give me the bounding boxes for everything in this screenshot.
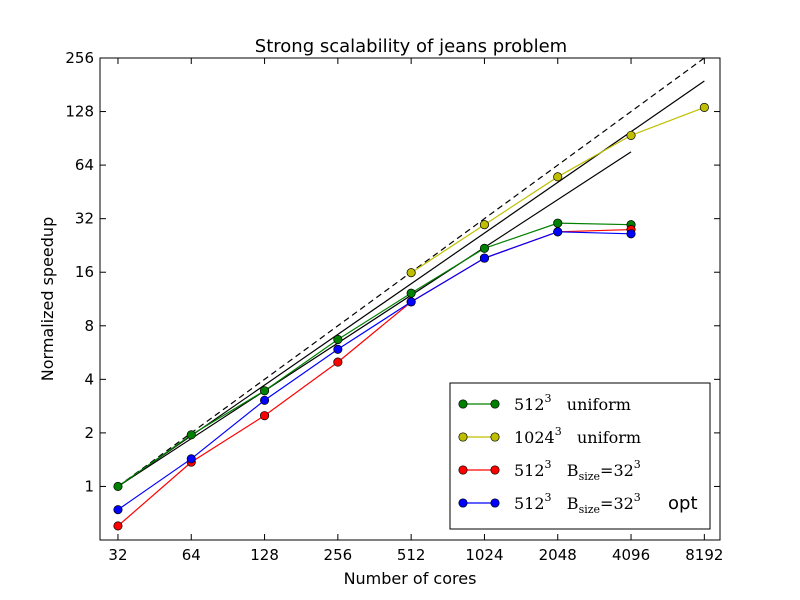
series-2-point bbox=[626, 130, 636, 140]
legend-label: 10243 uniform bbox=[514, 425, 641, 447]
legend-entry-2: 10243 uniform bbox=[458, 425, 641, 447]
y-tick-label: 8 bbox=[84, 317, 94, 335]
chart-title: Strong scalability of jeans problem bbox=[255, 36, 567, 57]
series-1-point bbox=[260, 386, 270, 396]
series-4-point bbox=[333, 344, 343, 354]
series-1-point bbox=[333, 334, 343, 345]
legend-entry-1: 5123 uniform bbox=[458, 392, 631, 414]
series-1-point bbox=[479, 243, 489, 253]
x-tick-label: 128 bbox=[250, 546, 279, 564]
y-tick-label: 64 bbox=[75, 156, 94, 174]
series-4-point bbox=[113, 505, 123, 515]
legend-label: 5123 Bsize=323 bbox=[514, 491, 641, 516]
series-2-point bbox=[479, 220, 489, 230]
y-tick-label: 16 bbox=[75, 263, 94, 281]
legend-entry-3: 5123 Bsize=323 bbox=[458, 458, 641, 483]
y-axis-label: Normalized speedup bbox=[38, 217, 57, 381]
y-tick-label: 2 bbox=[84, 424, 94, 442]
legend-marker bbox=[458, 465, 468, 475]
series-3-point bbox=[333, 357, 343, 367]
series-1-point bbox=[113, 481, 123, 491]
series-2-point bbox=[699, 102, 709, 112]
legend-marker bbox=[458, 432, 468, 442]
series-4-point bbox=[406, 297, 416, 307]
series-4-point bbox=[479, 253, 489, 263]
legend-marker bbox=[490, 432, 500, 442]
x-axis-label: Number of cores bbox=[344, 569, 477, 588]
x-tick-label: 8192 bbox=[685, 546, 723, 564]
series-3-point bbox=[260, 411, 270, 421]
plot-area bbox=[113, 57, 709, 531]
series-line-4 bbox=[117, 231, 632, 511]
x-tick-label: 1024 bbox=[465, 546, 503, 564]
legend-label: 5123 uniform bbox=[514, 392, 631, 414]
legend-marker bbox=[490, 465, 500, 475]
series-2-point bbox=[406, 268, 416, 278]
reference-line-3 bbox=[117, 151, 632, 487]
legend-marker bbox=[458, 498, 468, 508]
x-axis: 32 64 128 256 512 1024 2048 4096 8192 bbox=[108, 58, 723, 564]
x-tick-label: 64 bbox=[182, 546, 201, 564]
x-tick-label: 32 bbox=[108, 546, 127, 564]
legend-entry-4: 5123 Bsize=323 opt bbox=[458, 491, 698, 516]
series-1-point bbox=[553, 218, 563, 228]
legend-label: 5123 Bsize=323 bbox=[514, 458, 641, 483]
y-axis: 1 2 4 8 16 32 64 128 256 bbox=[65, 49, 720, 495]
x-tick-label: 4096 bbox=[612, 546, 650, 564]
plot-frame bbox=[99, 57, 721, 541]
x-tick-label: 2048 bbox=[539, 546, 577, 564]
legend-label-extra: opt bbox=[668, 493, 698, 514]
series-2-point bbox=[553, 172, 563, 182]
x-tick-label: 256 bbox=[324, 546, 353, 564]
series-line-1 bbox=[117, 222, 632, 487]
y-tick-label: 1 bbox=[84, 477, 94, 495]
legend-marker bbox=[490, 399, 500, 409]
series-4-point bbox=[553, 227, 563, 237]
series-line-2 bbox=[410, 106, 705, 274]
series-1-point bbox=[186, 430, 196, 440]
y-tick-label: 4 bbox=[84, 370, 94, 388]
y-tick-label: 32 bbox=[75, 210, 94, 228]
series-4-point bbox=[186, 454, 196, 464]
legend-marker bbox=[458, 399, 468, 409]
y-tick-label: 256 bbox=[65, 49, 94, 67]
series-3-point bbox=[113, 521, 123, 531]
legend-marker bbox=[490, 498, 500, 508]
series-4-point bbox=[260, 395, 270, 405]
series-4-point bbox=[626, 229, 636, 239]
x-tick-label: 512 bbox=[397, 546, 426, 564]
y-tick-label: 128 bbox=[65, 103, 94, 121]
series-1-point bbox=[406, 288, 416, 298]
